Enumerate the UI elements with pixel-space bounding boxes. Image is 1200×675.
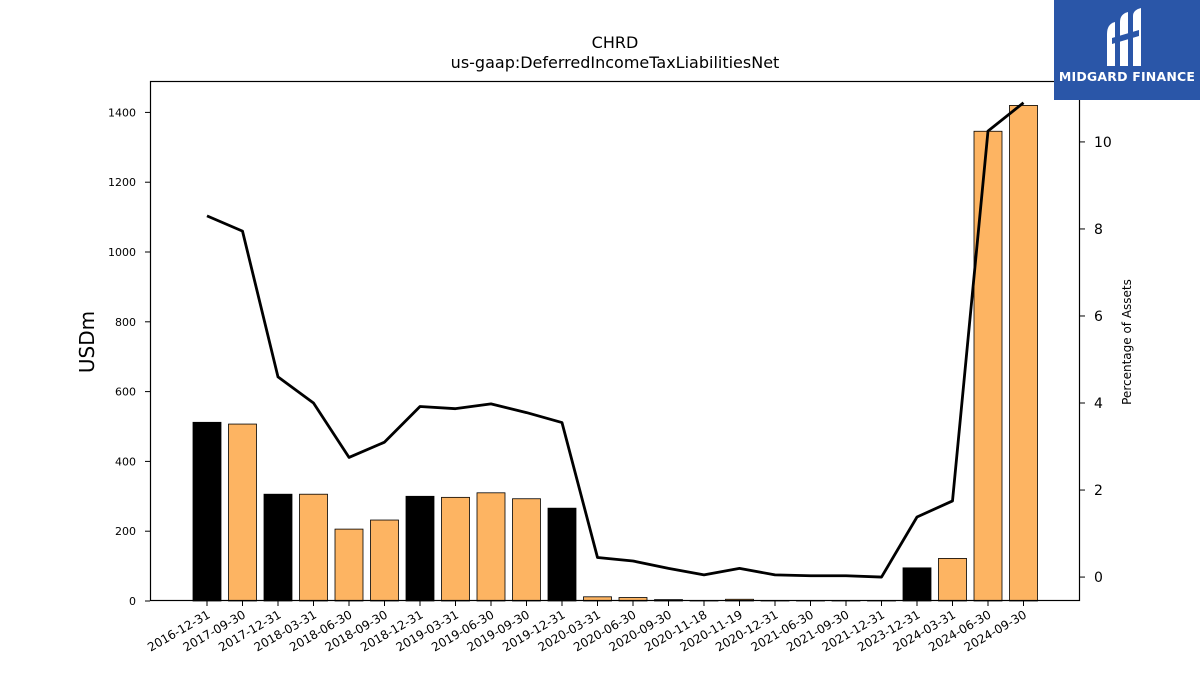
bar-2024-03-31 <box>938 558 967 602</box>
bar-2023-12-31 <box>902 567 932 602</box>
y2-tick-label: 10 <box>1094 135 1112 151</box>
bar-2019-12-31 <box>547 507 577 602</box>
y-tick-label: 0 <box>129 595 136 608</box>
y-tick-label: 600 <box>115 386 136 399</box>
bar-2024-09-30 <box>1009 105 1038 602</box>
bar-2018-06-30 <box>334 528 364 602</box>
bar-2017-12-31 <box>263 493 293 602</box>
plot-frame <box>149 80 1081 602</box>
y2-tick-label: 6 <box>1094 309 1103 325</box>
y-tick-label: 400 <box>115 455 136 468</box>
bar-2024-06-30 <box>973 130 1003 602</box>
logo-mark-icon <box>1107 8 1141 66</box>
y2-tick-label: 4 <box>1094 396 1103 412</box>
chart-title: CHRD <box>592 33 639 52</box>
bar-2019-09-30 <box>512 498 541 602</box>
bar-series <box>192 105 1038 602</box>
y-tick-label: 1000 <box>108 246 136 259</box>
bar-2016-12-31 <box>192 421 222 602</box>
bar-2019-03-31 <box>441 496 470 602</box>
y-tick-label: 200 <box>115 525 136 538</box>
bar-2019-06-30 <box>476 492 506 602</box>
y-axis-label: USDm <box>75 311 99 373</box>
y-axis-ticks: 0 200 400 600 800 1000 1200 1400 <box>108 106 150 608</box>
bar-2018-12-31 <box>405 495 435 602</box>
chart-subtitle: us-gaap:DeferredIncomeTaxLiabilitiesNet <box>451 53 780 72</box>
logo-text: MIDGARD FINANCE <box>1058 69 1196 84</box>
x-axis-ticks: 2016-12-312017-09-302017-12-312018-03-31… <box>145 601 1029 654</box>
y-tick-label: 1400 <box>108 106 136 119</box>
bar-2017-09-30 <box>228 423 257 602</box>
y2-tick-label: 0 <box>1094 570 1103 586</box>
y-tick-label: 1200 <box>108 176 136 189</box>
bar-2018-03-31 <box>299 493 328 602</box>
y2-axis-label: Percentage of Assets <box>1120 279 1134 405</box>
y2-tick-label: 8 <box>1094 222 1103 238</box>
y2-tick-label: 2 <box>1094 483 1103 499</box>
brand-logo: MIDGARD FINANCE <box>1054 0 1200 100</box>
bar-2018-09-30 <box>370 519 399 602</box>
percentage-of-assets-line <box>206 101 1025 579</box>
y-tick-label: 800 <box>115 316 136 329</box>
line-series <box>206 101 1025 579</box>
y2-axis-ticks: 0 2 4 6 8 10 <box>1080 135 1112 586</box>
